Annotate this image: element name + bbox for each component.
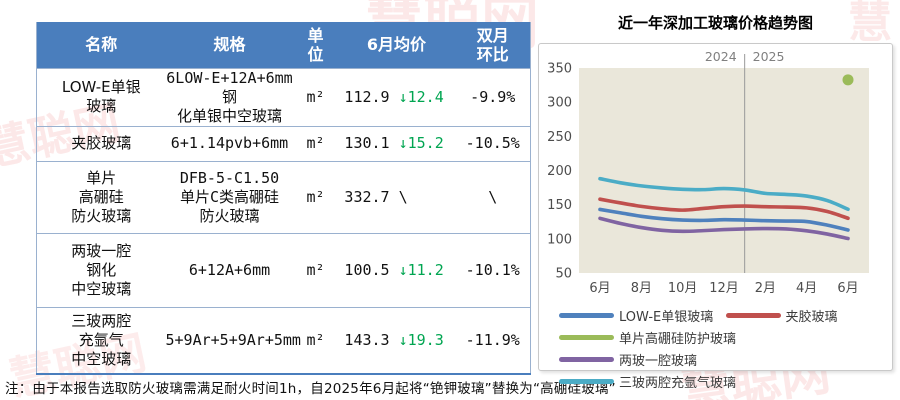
table-header-row: 名称 规格 单 位 6月均价 双月 环比 [36, 22, 531, 68]
legend-label: 夹胶玻璃 [785, 309, 838, 325]
cell-june-avg: 100.5 ↓11.2 [337, 232, 456, 307]
svg-text:200: 200 [547, 164, 572, 179]
legend-item-lowe: LOW-E单银玻璃 [559, 304, 726, 326]
price-delta: ↓19.3 [398, 330, 444, 349]
header-bimonthly: 双月 环比 [455, 22, 531, 68]
svg-text:250: 250 [547, 130, 572, 145]
cell-unit: m² [293, 232, 338, 307]
table-row: 单片 高硼硅 防火玻璃 DFB-5-C1.50 单片C类高硼硅 防火玻璃 m² … [36, 160, 531, 233]
cell-spec: 5+9Ar+5+9Ar+5mm [165, 306, 301, 374]
price-delta: \ [398, 187, 408, 206]
header-june-avg: 6月均价 [337, 22, 456, 68]
legend-swatch [559, 378, 614, 384]
cell-june-avg: 130.1 ↓15.2 [337, 125, 456, 161]
price-table-container: 名称 规格 单 位 6月均价 双月 环比 LOW-E单银 玻璃 6LOW-E+1… [36, 22, 531, 375]
price-value: 143.3 [344, 330, 390, 349]
legend-swatch [559, 312, 614, 318]
price-value: 100.5 [344, 260, 390, 279]
chart-legend: LOW-E单银玻璃 夹胶玻璃 单片高硼硅防护玻璃 两玻一腔玻璃 三玻两腔充氩气玻… [539, 302, 892, 392]
cell-unit: m² [293, 67, 338, 126]
legend-swatch [559, 334, 614, 340]
svg-text:6月: 6月 [837, 281, 858, 296]
cell-june-avg: 143.3 ↓19.3 [337, 306, 456, 374]
legend-label: 两玻一腔玻璃 [619, 353, 698, 369]
svg-text:100: 100 [547, 232, 572, 247]
price-value: 130.1 [344, 134, 390, 152]
price-delta: ↓12.4 [398, 87, 444, 106]
svg-text:350: 350 [547, 62, 572, 77]
legend-label: 三玻两腔充氩气玻璃 [619, 375, 737, 391]
cell-ratio: -11.9% [455, 306, 531, 374]
cell-spec: 6+1.14pvb+6mm [165, 125, 294, 161]
trend-chart: 2024 2025 50 100 150 200 250 300 350 6月 8月 10月 12月 2月… [547, 49, 869, 296]
svg-text:2月: 2月 [755, 281, 776, 296]
legend-swatch [725, 312, 781, 318]
table-row: 夹胶玻璃 6+1.14pvb+6mm m² 130.1 ↓15.2 -10.5% [36, 125, 531, 161]
cell-spec: 6LOW-E+12A+6mm钢 化单银中空玻璃 [165, 67, 294, 126]
legend-item-laminated: 夹胶玻璃 [725, 304, 893, 326]
price-delta: ↓15.2 [398, 134, 444, 152]
legend-item-borosilicate: 单片高硼硅防护玻璃 [559, 326, 736, 348]
legend-label: 单片高硼硅防护玻璃 [619, 331, 737, 347]
cell-name: LOW-E单银 玻璃 [36, 67, 166, 126]
svg-text:50: 50 [555, 267, 572, 282]
chart-title: 近一年深加工玻璃价格趋势图 [617, 14, 813, 32]
svg-text:4月: 4月 [796, 281, 817, 296]
legend-item-double-glazed: 两玻一腔玻璃 [559, 348, 726, 370]
cell-unit: m² [293, 306, 338, 374]
table-row: 两玻一腔 钢化 中空玻璃 6+12A+6mm m² 100.5 ↓11.2 -1… [36, 232, 531, 307]
legend-item-triple-argon: 三玻两腔充氩气玻璃 [559, 370, 736, 392]
cell-name: 两玻一腔 钢化 中空玻璃 [36, 232, 166, 307]
svg-text:300: 300 [547, 96, 572, 111]
chart-panel: 2024 2025 50 100 150 200 250 300 350 6月 8月 10月 12月 2月… [538, 43, 893, 391]
legend-label: LOW-E单银玻璃 [619, 309, 714, 325]
price-value: 112.9 [344, 87, 390, 106]
cell-spec: 6+12A+6mm [165, 232, 294, 307]
cell-spec: DFB-5-C1.50 单片C类高硼硅 防火玻璃 [165, 160, 294, 233]
cell-unit: m² [293, 125, 338, 161]
cell-ratio: -10.5% [455, 125, 531, 161]
cell-name: 三玻两腔 充氩气 中空玻璃 [36, 306, 166, 374]
cell-june-avg: 112.9 ↓12.4 [337, 67, 456, 126]
cell-june-avg: 332.7 \ [337, 160, 456, 233]
table-row: LOW-E单银 玻璃 6LOW-E+12A+6mm钢 化单银中空玻璃 m² 11… [36, 67, 531, 126]
cell-name: 单片 高硼硅 防火玻璃 [36, 160, 166, 233]
svg-text:12月: 12月 [709, 281, 739, 296]
header-unit: 单 位 [293, 22, 338, 68]
price-delta: ↓11.2 [398, 260, 444, 279]
table-row: 三玻两腔 充氩气 中空玻璃 5+9Ar+5+9Ar+5mm m² 143.3 ↓… [36, 306, 531, 374]
cell-name: 夹胶玻璃 [36, 125, 166, 161]
header-name: 名称 [36, 22, 166, 68]
cell-ratio: -10.1% [455, 232, 531, 307]
legend-swatch [559, 356, 614, 362]
cell-ratio: -9.9% [455, 67, 531, 126]
svg-text:10月: 10月 [668, 281, 698, 296]
footnote: 注：由于本报告选取防火玻璃需满足耐火时间1h，自2025年6月起将“铯钾玻璃”替… [5, 381, 616, 397]
price-table: 名称 规格 单 位 6月均价 双月 环比 LOW-E单银 玻璃 6LOW-E+1… [36, 22, 531, 375]
svg-text:6月: 6月 [589, 281, 610, 296]
header-spec: 规格 [165, 22, 294, 68]
price-value: 332.7 [344, 187, 390, 206]
svg-text:150: 150 [547, 198, 572, 213]
svg-text:2025: 2025 [753, 49, 785, 64]
svg-text:8月: 8月 [631, 281, 652, 296]
cell-ratio: \ [455, 160, 531, 233]
cell-unit: m² [293, 160, 338, 233]
svg-text:2024: 2024 [705, 49, 737, 64]
